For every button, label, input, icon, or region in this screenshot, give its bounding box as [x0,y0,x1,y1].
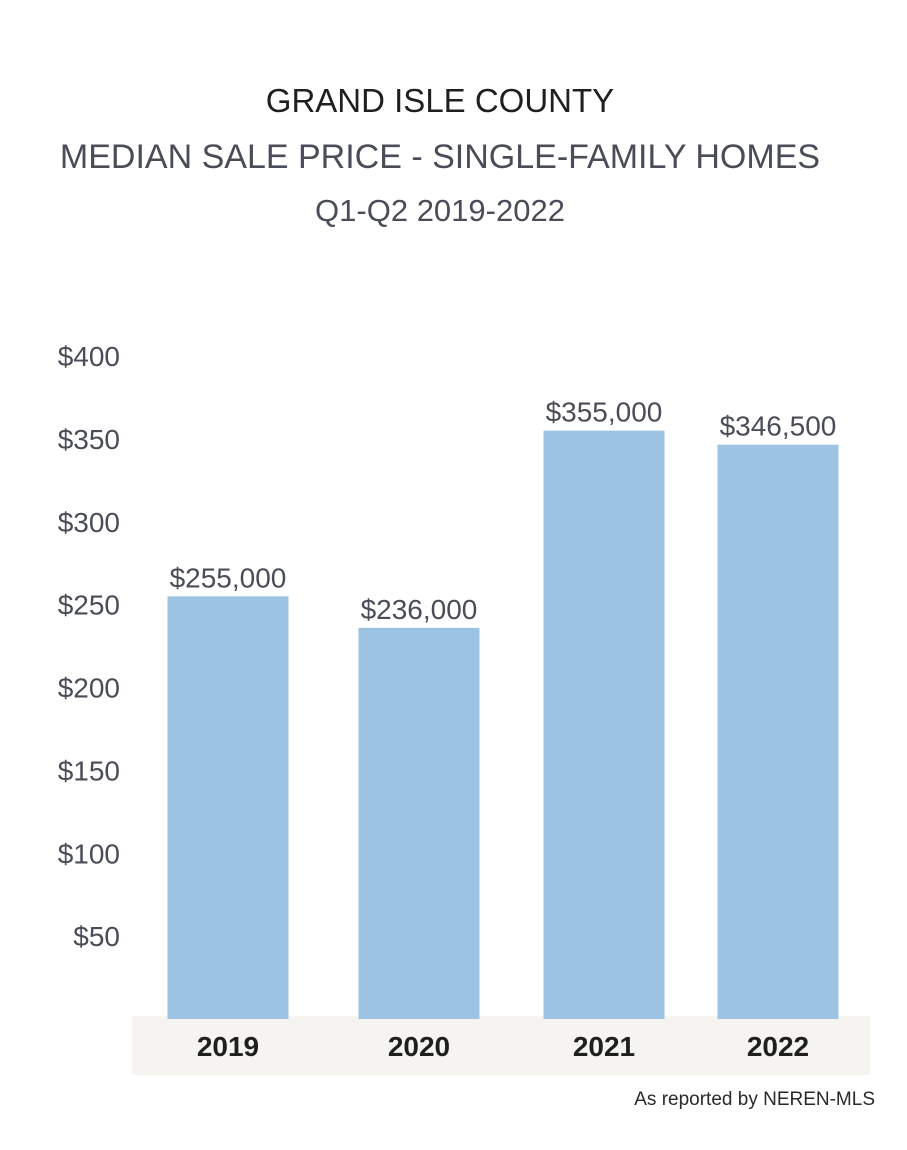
x-axis-labels: 2019 2020 2021 2022 [197,1031,809,1062]
source-note: As reported by NEREN-MLS [634,1089,875,1110]
y-tick-label: $100 [58,838,120,869]
y-axis-ticks: $50 $100 $150 $200 $250 $300 $350 $400 [58,341,120,952]
data-labels: $255,000 $236,000 $355,000 $346,500 [170,397,837,625]
y-tick-label: $150 [58,755,120,786]
chart-title: GRAND ISLE COUNTY [265,82,615,119]
y-tick-label: $50 [73,921,120,952]
chart-period: Q1-Q2 2019-2022 [315,193,565,228]
y-tick-label: $250 [58,590,120,621]
x-tick-label: 2020 [388,1031,450,1062]
y-tick-label: $350 [58,424,120,455]
data-label: $346,500 [720,411,837,442]
data-label: $236,000 [361,594,478,625]
x-tick-label: 2019 [197,1031,259,1062]
y-tick-label: $200 [58,673,120,704]
y-tick-label: $300 [58,507,120,538]
bar-2021 [543,430,665,1019]
bar-2022 [717,444,839,1019]
x-axis-band [132,1016,870,1075]
x-tick-label: 2021 [573,1031,635,1062]
y-tick-label: $400 [58,341,120,372]
bar-2019 [167,596,289,1019]
bar-2020 [358,627,480,1019]
bars [167,430,839,1019]
chart-subtitle: MEDIAN SALE PRICE - SINGLE-FAMILY HOMES [59,138,821,176]
data-label: $355,000 [546,397,663,428]
x-tick-label: 2022 [747,1031,809,1062]
data-label: $255,000 [170,562,287,593]
